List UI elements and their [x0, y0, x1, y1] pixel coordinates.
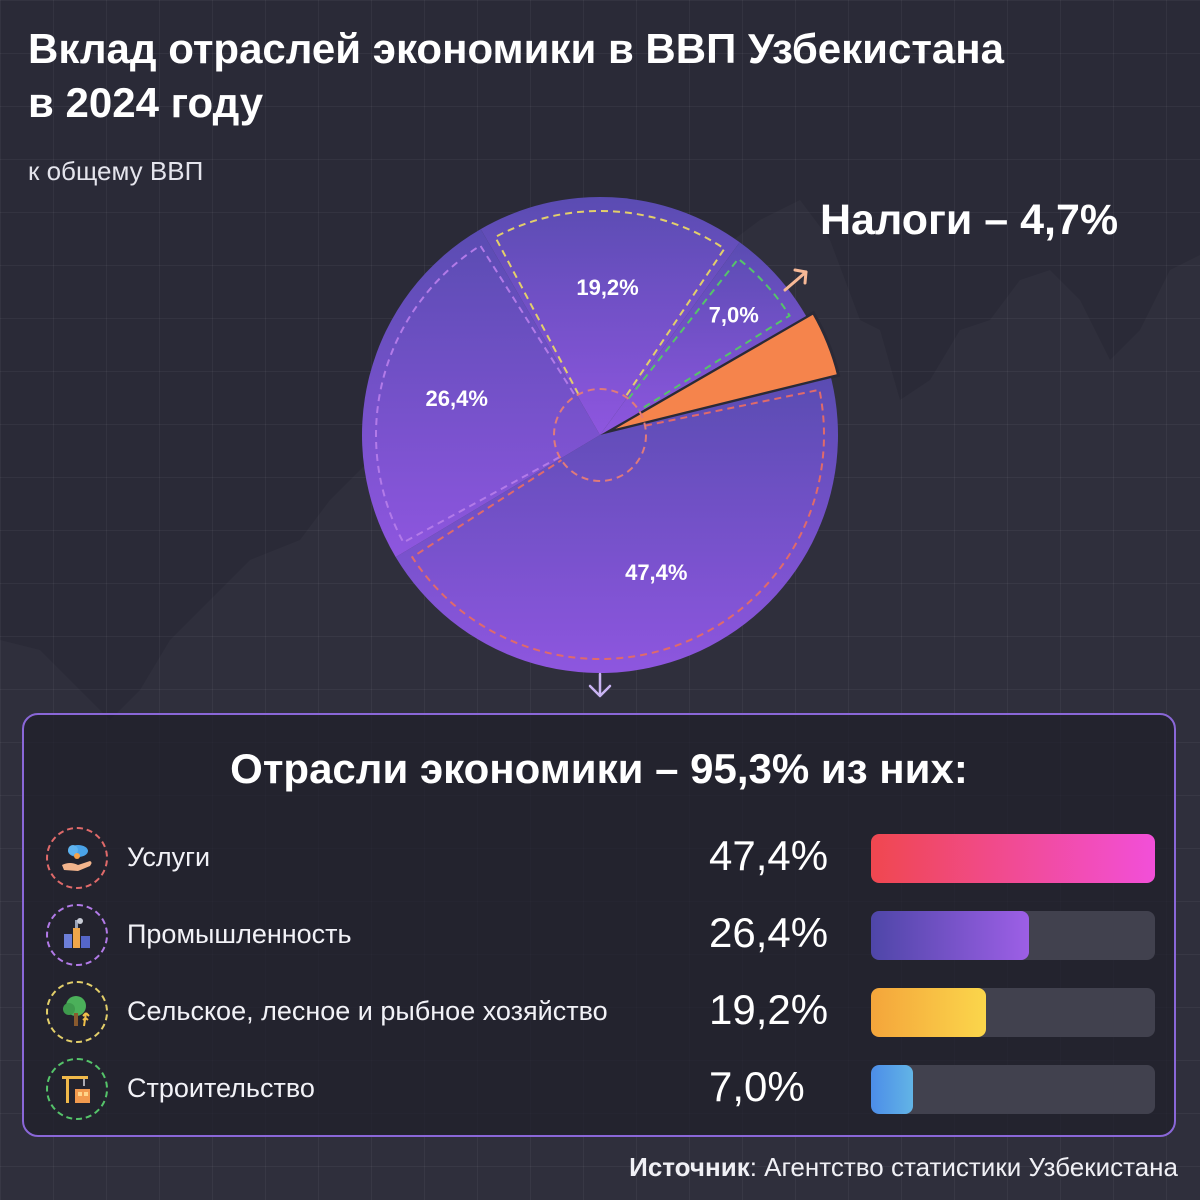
sector-value-construction: 7,0%	[709, 1063, 805, 1110]
panel-title: Отрасли экономики – 95,3% из них:	[230, 745, 968, 792]
sector-row-services: Услуги 47,4%	[24, 826, 1174, 894]
pie-slice-construction	[600, 242, 807, 435]
sectors-panel: Отрасли экономики – 95,3% из них: Услуги…	[22, 713, 1176, 1137]
crane-icon	[46, 1058, 108, 1120]
sector-value-agriculture: 19,2%	[709, 986, 829, 1033]
subtitle: к общему ВВП	[28, 156, 204, 186]
sector-value-services: 47,4%	[709, 832, 829, 879]
sector-row-industry: Промышленность 26,4%	[24, 903, 1174, 971]
cloud-hand-icon	[46, 827, 108, 889]
pie-slice-tax	[604, 310, 841, 435]
sector-label-agriculture: Сельское, лесное и рыбное хозяйство	[127, 996, 608, 1026]
pie-label-construction: 7,0%	[709, 302, 759, 327]
factory-icon	[46, 904, 108, 966]
source-note: Источник: Агентство статистики Узбекиста…	[629, 1152, 1178, 1183]
pie-outline-services	[410, 388, 825, 660]
bar-track-industry	[871, 911, 1155, 960]
tree-wheat-icon	[46, 981, 108, 1043]
source-value: : Агентство статистики Узбекистана	[749, 1152, 1178, 1182]
sector-label-services: Услуги	[127, 842, 211, 872]
bar-fill-industry	[871, 911, 1030, 960]
sector-value-industry: 26,4%	[709, 909, 829, 956]
sector-label-construction: Строительство	[127, 1073, 315, 1103]
bar-fill-services	[871, 834, 1155, 883]
sector-label-industry: Промышленность	[127, 919, 352, 949]
source-label: Источник	[629, 1152, 750, 1182]
page-title: Вклад отраслей экономики в ВВП Узбекиста…	[28, 22, 1178, 130]
bar-fill-agriculture	[871, 988, 987, 1037]
sector-row-agriculture: Сельское, лесное и рыбное хозяйство 19,2…	[24, 980, 1174, 1048]
bar-track-agriculture	[871, 988, 1155, 1037]
pie-label-industry: 26,4%	[426, 386, 488, 411]
title-line-2: в 2024 году	[28, 79, 264, 126]
down-arrow-icon	[588, 672, 612, 698]
tax-arrow	[783, 268, 808, 292]
bar-track-services	[871, 834, 1155, 883]
pie-outline-construction	[627, 257, 791, 412]
pie-outline-industry	[375, 244, 577, 544]
pie-label-agriculture: 19,2%	[576, 275, 638, 300]
title-line-1: Вклад отраслей экономики в ВВП Узбекиста…	[28, 25, 1004, 72]
pie-label-services: 47,4%	[625, 560, 687, 585]
pie-chart: 47,4% 26,4% 19,2% 7,0%	[362, 197, 841, 698]
pie-slice-industry	[362, 229, 600, 558]
pie-slice-services	[395, 378, 838, 674]
bar-track-construction	[871, 1065, 1155, 1114]
pie-center-ring	[553, 388, 647, 482]
bar-fill-construction	[871, 1065, 913, 1114]
pie-slice-agriculture	[480, 197, 740, 435]
sector-row-construction: Строительство 7,0%	[24, 1057, 1174, 1125]
tax-callout: Налоги – 4,7%	[820, 196, 1119, 244]
